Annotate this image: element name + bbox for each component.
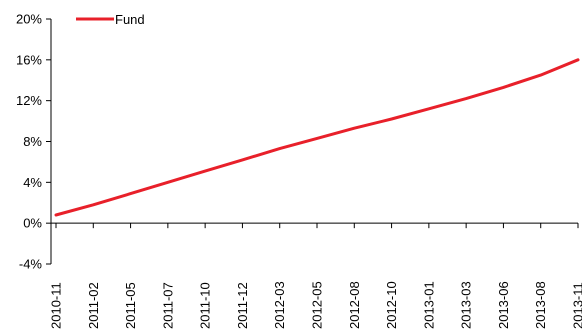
x-tick-label: 2011-02 (86, 282, 101, 329)
x-tick-label: 2013-11 (571, 282, 582, 329)
x-tick-label: 2012-03 (272, 281, 287, 329)
x-tick-label: 2011-05 (123, 282, 138, 329)
x-tick-label: 2013-03 (459, 281, 474, 329)
legend-label-fund: Fund (115, 12, 145, 27)
series-group (54, 58, 580, 217)
y-tick-label: 8% (23, 134, 42, 149)
legend: Fund (76, 12, 145, 27)
x-tick-label: 2011-10 (198, 282, 213, 329)
y-tick-label: 12% (16, 93, 42, 108)
x-tick-label: 2013-08 (533, 281, 548, 329)
y-axis: -4% 0% 4% 8% 12% 16% 20% (16, 12, 52, 272)
x-tick-label: 2012-10 (384, 281, 399, 329)
x-tick-label: 2011-12 (235, 282, 250, 329)
x-tick-label: 2010-11 (49, 282, 64, 329)
y-tick-label: 16% (16, 52, 42, 67)
x-tick-label: 2013-01 (421, 281, 436, 329)
x-tick-label: 2012-08 (347, 281, 362, 329)
x-tick-label: 2011-07 (160, 282, 175, 329)
y-tick-label: -4% (19, 257, 43, 272)
x-tick-label: 2013-06 (496, 281, 511, 329)
x-axis: 2010-11 2011-02 2011-05 2011-07 2011-10 2011-… (49, 222, 582, 329)
y-tick-label: 20% (16, 12, 42, 27)
y-tick-label: 4% (23, 175, 42, 190)
series-line-fund (54, 58, 580, 217)
y-tick-label: 0% (23, 216, 42, 231)
x-tick-label: 2012-05 (310, 281, 325, 329)
